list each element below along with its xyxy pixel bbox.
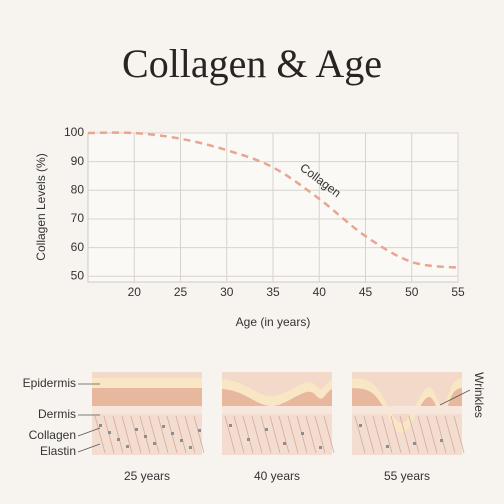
collagen-fiber [121, 415, 133, 454]
dermis-band [92, 406, 202, 414]
x-tick-label: 45 [359, 285, 373, 299]
elastin-dot [440, 439, 443, 442]
collagen-fiber [260, 415, 272, 454]
y-tick-label: 100 [64, 125, 84, 139]
x-tick-label: 55 [451, 285, 465, 299]
collagen-fiber [251, 415, 263, 454]
elastin-dot [247, 438, 250, 441]
collagen-fiber [435, 415, 447, 454]
layer-label: Collagen [29, 428, 76, 442]
skin-diagram: 25 years 40 years 55 years Epidermis Dermis C… [23, 372, 486, 483]
collagen-fiber [381, 415, 393, 454]
elastin-dot [386, 445, 389, 448]
surface [352, 372, 462, 423]
elastin-dot [153, 442, 156, 445]
collagen-fiber [399, 415, 411, 454]
elastin-dot [180, 439, 183, 442]
elastin-dot [144, 435, 147, 438]
y-tick-label: 70 [71, 211, 85, 225]
collagen-fiber [426, 415, 438, 454]
x-axis-label: Age (in years) [236, 315, 311, 329]
collagen-fiber [417, 415, 429, 454]
surface [222, 372, 332, 396]
collagen-fiber [233, 415, 245, 454]
collagen-fiber [242, 415, 254, 454]
collagen-fiber [390, 415, 402, 454]
collagen-fiber [269, 415, 281, 454]
panel-caption: 40 years [254, 469, 300, 483]
collagen-fiber [148, 415, 160, 454]
elastin-dot [319, 446, 322, 449]
collagen-fiber [175, 415, 187, 454]
collagen-fiber [444, 415, 456, 454]
collagen-fiber [323, 415, 335, 454]
elastin-dot [99, 424, 102, 427]
collagen-fiber [157, 415, 169, 454]
elastin-dot [162, 425, 165, 428]
surface [92, 372, 202, 378]
collagen-fiber [278, 415, 290, 454]
elastin-dot [171, 432, 174, 435]
elastin-dot [126, 445, 129, 448]
collagen-fiber [408, 415, 420, 454]
x-tick-label: 25 [174, 285, 188, 299]
collagen-fiber [354, 415, 366, 454]
leader-line [77, 443, 101, 453]
elastin-dot [135, 428, 138, 431]
collagen-fiber [453, 415, 465, 454]
y-tick-label: 50 [71, 268, 85, 282]
collagen-fiber [314, 415, 326, 454]
x-tick-label: 40 [313, 285, 327, 299]
x-tick-label: 30 [220, 285, 234, 299]
collagen-fiber [139, 415, 151, 454]
collagen-fiber [372, 415, 384, 454]
layer-label: Dermis [38, 407, 76, 421]
elastin-dot [117, 438, 120, 441]
y-tick-label: 90 [71, 154, 85, 168]
collagen-fiber [94, 415, 106, 454]
panel-caption: 55 years [384, 469, 430, 483]
leader-line [77, 427, 101, 437]
collagen-fiber [112, 415, 124, 454]
collagen-fiber [193, 415, 205, 454]
y-tick-label: 80 [71, 182, 85, 196]
x-tick-label: 50 [405, 285, 419, 299]
elastin-dot [189, 446, 192, 449]
collagen-fiber [184, 415, 196, 454]
elastin-dot [265, 428, 268, 431]
elastin-dot [301, 432, 304, 435]
leader-line [439, 389, 471, 406]
y-tick-label: 60 [71, 240, 85, 254]
panel-caption: 25 years [124, 469, 170, 483]
x-tick-label: 20 [128, 285, 142, 299]
collagen-fiber [287, 415, 299, 454]
elastin-dot [359, 424, 362, 427]
chart-title: Collagen & Age [122, 41, 382, 86]
elastin-dot [229, 424, 232, 427]
collagen-fiber [130, 415, 142, 454]
layer-label: Epidermis [23, 376, 76, 390]
elastin-dot [198, 429, 201, 432]
dermis-band [352, 406, 462, 414]
epidermis-upper [352, 378, 462, 433]
layer-label: Elastin [40, 444, 76, 458]
dermis-band [222, 406, 332, 414]
epidermis-upper [92, 378, 202, 388]
x-tick-label: 35 [266, 285, 280, 299]
collagen-fiber [363, 415, 375, 454]
elastin-dot [108, 431, 111, 434]
y-axis-label: Collagen Levels (%) [34, 153, 48, 260]
epidermis-upper [222, 378, 332, 406]
collagen-fiber [305, 415, 317, 454]
collagen-fiber [224, 415, 236, 454]
wrinkle-label: Wrinkles [472, 372, 486, 418]
elastin-dot [413, 442, 416, 445]
collagen-fiber [103, 415, 115, 454]
elastin-dot [283, 442, 286, 445]
